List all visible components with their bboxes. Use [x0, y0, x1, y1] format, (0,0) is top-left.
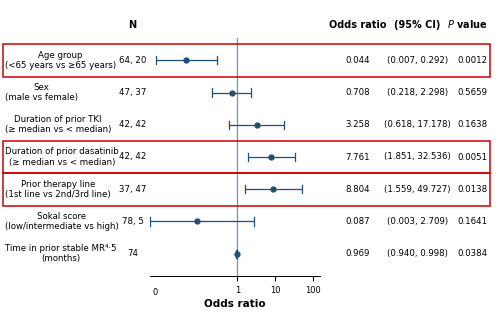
Text: 8.804: 8.804 — [345, 185, 370, 194]
Text: (95% CI): (95% CI) — [394, 20, 440, 30]
Text: 64, 20: 64, 20 — [119, 56, 146, 65]
Text: 42, 42: 42, 42 — [119, 120, 146, 129]
Text: 0.969: 0.969 — [346, 249, 370, 258]
X-axis label: Odds ratio: Odds ratio — [204, 299, 266, 309]
Text: 0.1638: 0.1638 — [458, 120, 488, 129]
Text: (1.851, 32.536): (1.851, 32.536) — [384, 153, 451, 161]
Text: (1.559, 49.727): (1.559, 49.727) — [384, 185, 451, 194]
Text: $\it{P}$ value: $\it{P}$ value — [447, 18, 488, 30]
Text: 3.258: 3.258 — [345, 120, 370, 129]
Text: 0.5659: 0.5659 — [458, 88, 488, 97]
Text: Duration of prior dasatinib
(≥ median vs < median): Duration of prior dasatinib (≥ median vs… — [5, 147, 119, 167]
Text: 0.1641: 0.1641 — [458, 217, 488, 226]
Text: 0: 0 — [153, 288, 158, 297]
Text: 0.0384: 0.0384 — [458, 249, 488, 258]
Text: Sokal score
(low/intermediate vs high): Sokal score (low/intermediate vs high) — [5, 212, 119, 231]
Text: Prior therapy line
(1st line vs 2nd/3rd line): Prior therapy line (1st line vs 2nd/3rd … — [5, 180, 110, 199]
Text: Age group
(<65 years vs ≥65 years): Age group (<65 years vs ≥65 years) — [5, 51, 116, 70]
Text: 74: 74 — [127, 249, 138, 258]
Text: 7.761: 7.761 — [345, 153, 370, 161]
Text: 0.0138: 0.0138 — [458, 185, 488, 194]
Text: 0.0012: 0.0012 — [458, 56, 488, 65]
Text: (0.007, 0.292): (0.007, 0.292) — [387, 56, 448, 65]
Text: 0.708: 0.708 — [345, 88, 370, 97]
Text: Odds ratio: Odds ratio — [329, 20, 386, 30]
Text: 37, 47: 37, 47 — [119, 185, 146, 194]
Text: Duration of prior TKI
(≥ median vs < median): Duration of prior TKI (≥ median vs < med… — [5, 115, 112, 134]
Text: Time in prior stable MR⁴·5
(months): Time in prior stable MR⁴·5 (months) — [5, 244, 116, 263]
Text: 0.044: 0.044 — [345, 56, 370, 65]
Text: 0.087: 0.087 — [345, 217, 370, 226]
Text: 42, 42: 42, 42 — [119, 153, 146, 161]
Text: 47, 37: 47, 37 — [119, 88, 146, 97]
Text: N: N — [128, 20, 136, 30]
Text: 78, 5: 78, 5 — [122, 217, 144, 226]
Text: (0.940, 0.998): (0.940, 0.998) — [387, 249, 448, 258]
Text: (0.218, 2.298): (0.218, 2.298) — [387, 88, 448, 97]
Text: 0.0051: 0.0051 — [458, 153, 488, 161]
Text: Sex
(male vs female): Sex (male vs female) — [5, 83, 78, 102]
Text: (0.003, 2.709): (0.003, 2.709) — [387, 217, 448, 226]
Text: (0.618, 17.178): (0.618, 17.178) — [384, 120, 451, 129]
